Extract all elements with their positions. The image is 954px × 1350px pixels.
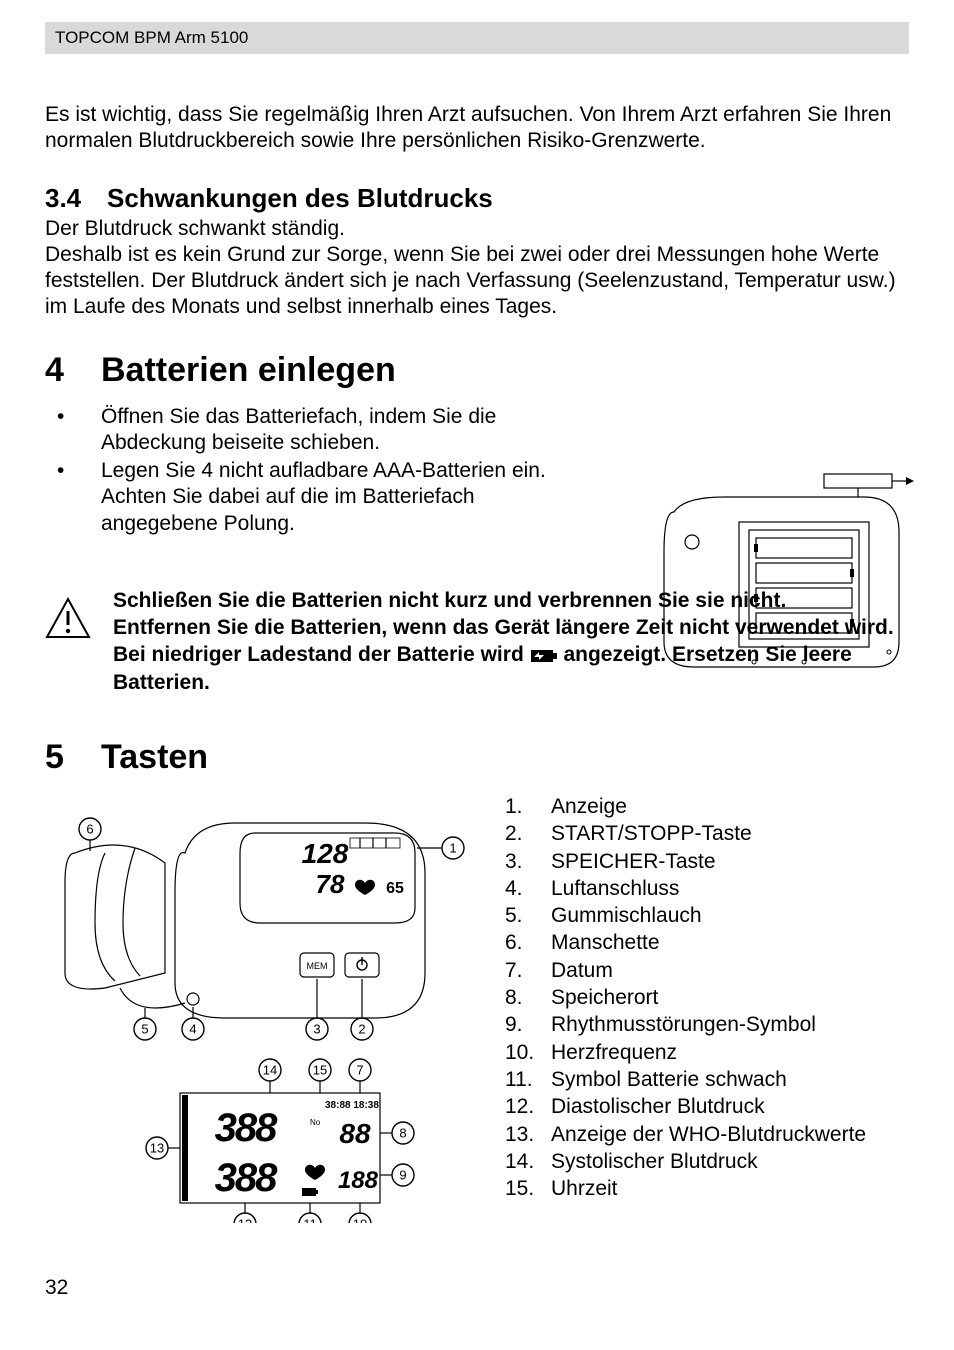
heading-4: 4Batterien einlegen — [45, 351, 909, 390]
callout-4: 4 — [182, 1007, 204, 1040]
callout-1: 1 — [417, 837, 464, 859]
heading-3-4-number: 3.4 — [45, 183, 107, 214]
part-13: 13.Anzeige der WHO-Blutdruckwerte — [505, 1121, 866, 1148]
part-3: 3.SPEICHER-Taste — [505, 848, 866, 875]
svg-text:388: 388 — [215, 1156, 278, 1200]
battery-cells — [754, 538, 854, 633]
warning-line-3a: Bei niedriger Ladestand der Batterie wir… — [113, 643, 530, 666]
svg-text:188: 188 — [338, 1167, 379, 1194]
part-10: 10.Herzfrequenz — [505, 1039, 866, 1066]
callout-8: 8 — [380, 1122, 414, 1144]
battery-compartment-svg — [654, 472, 914, 682]
svg-text:5: 5 — [141, 1021, 148, 1036]
svg-text:2: 2 — [358, 1021, 365, 1036]
svg-text:12: 12 — [238, 1216, 252, 1223]
svg-text:4: 4 — [189, 1021, 196, 1036]
svg-text:14: 14 — [263, 1062, 277, 1077]
part-8: 8.Speicherort — [505, 984, 866, 1011]
heading-4-title: Batterien einlegen — [101, 351, 396, 389]
callout-13: 13 — [146, 1137, 180, 1159]
battery-compartment-figure — [654, 472, 914, 682]
device-svg: 128 78 65 MEM 1 2 — [45, 793, 465, 1223]
part-14: 14.Systolischer Blutdruck — [505, 1148, 866, 1175]
parts-list: 1.Anzeige 2.START/STOPP-Taste 3.SPEICHER… — [505, 793, 866, 1228]
svg-text:3: 3 — [313, 1021, 320, 1036]
svg-text:15: 15 — [313, 1062, 327, 1077]
part-5: 5.Gummischlauch — [505, 902, 866, 929]
sec4-bullet-2: Legen Sie 4 nicht aufladbare AAA-Batteri… — [45, 458, 585, 537]
callout-15: 15 — [309, 1059, 331, 1093]
svg-text:13: 13 — [150, 1140, 164, 1155]
intro-paragraph: Es ist wichtig, dass Sie regelmäßig Ihre… — [45, 102, 909, 155]
part-2: 2.START/STOPP-Taste — [505, 820, 866, 847]
device-figure: 128 78 65 MEM 1 2 — [45, 793, 465, 1228]
sec4-bullet-1: Öffnen Sie das Batteriefach, indem Sie d… — [45, 404, 585, 457]
warning-icon — [45, 597, 91, 644]
svg-text:No: No — [310, 1118, 321, 1127]
part-6: 6.Manschette — [505, 929, 866, 956]
display-pulse: 65 — [386, 880, 404, 897]
svg-text:MEM: MEM — [307, 961, 328, 971]
callout-2: 2 — [351, 979, 373, 1040]
sec34-p1: Der Blutdruck schwankt ständig. — [45, 216, 909, 242]
callout-10: 10 — [349, 1203, 371, 1223]
heading-5-title: Tasten — [101, 738, 208, 776]
sec34-p2: Deshalb ist es kein Grund zur Sorge, wen… — [45, 242, 909, 321]
heading-5: 5Tasten — [45, 738, 909, 777]
page-header: TOPCOM BPM Arm 5100 — [45, 22, 909, 54]
svg-text:11: 11 — [303, 1216, 317, 1223]
part-11: 11.Symbol Batterie schwach — [505, 1066, 866, 1093]
svg-text:388: 388 — [215, 1106, 278, 1150]
display-sys: 128 — [302, 838, 349, 869]
callout-5: 5 — [134, 1008, 156, 1040]
svg-text:88: 88 — [339, 1118, 371, 1149]
callout-12: 12 — [234, 1203, 256, 1223]
heading-3-4-title: Schwankungen des Blutdrucks — [107, 183, 493, 213]
product-name: TOPCOM BPM Arm 5100 — [55, 28, 248, 47]
page-number: 32 — [45, 1276, 68, 1300]
heading-3-4: 3.4Schwankungen des Blutdrucks — [45, 183, 909, 214]
svg-text:10: 10 — [353, 1216, 367, 1223]
heading-4-number: 4 — [45, 351, 101, 390]
part-7: 7.Datum — [505, 957, 866, 984]
part-1: 1.Anzeige — [505, 793, 866, 820]
part-4: 4.Luftanschluss — [505, 875, 866, 902]
svg-text:38:88 18:38: 38:88 18:38 — [325, 1100, 379, 1111]
svg-text:9: 9 — [399, 1167, 406, 1182]
svg-text:7: 7 — [356, 1062, 363, 1077]
svg-text:6: 6 — [86, 821, 93, 836]
part-9: 9.Rhythmusstörungen-Symbol — [505, 1011, 866, 1038]
callout-14: 14 — [259, 1059, 281, 1093]
callout-7: 7 — [349, 1059, 371, 1093]
callout-3: 3 — [306, 979, 328, 1040]
part-15: 15.Uhrzeit — [505, 1175, 866, 1202]
sec4-bullet-list: Öffnen Sie das Batteriefach, indem Sie d… — [45, 404, 585, 537]
svg-text:8: 8 — [399, 1125, 406, 1140]
section5-row: 128 78 65 MEM 1 2 — [45, 793, 909, 1228]
heading-5-number: 5 — [45, 738, 101, 777]
callout-9: 9 — [380, 1164, 414, 1186]
display-dia: 78 — [316, 869, 345, 899]
svg-text:1: 1 — [449, 840, 456, 855]
callout-11: 11 — [299, 1203, 321, 1223]
low-battery-icon — [530, 648, 558, 664]
part-12: 12.Diastolischer Blutdruck — [505, 1093, 866, 1120]
